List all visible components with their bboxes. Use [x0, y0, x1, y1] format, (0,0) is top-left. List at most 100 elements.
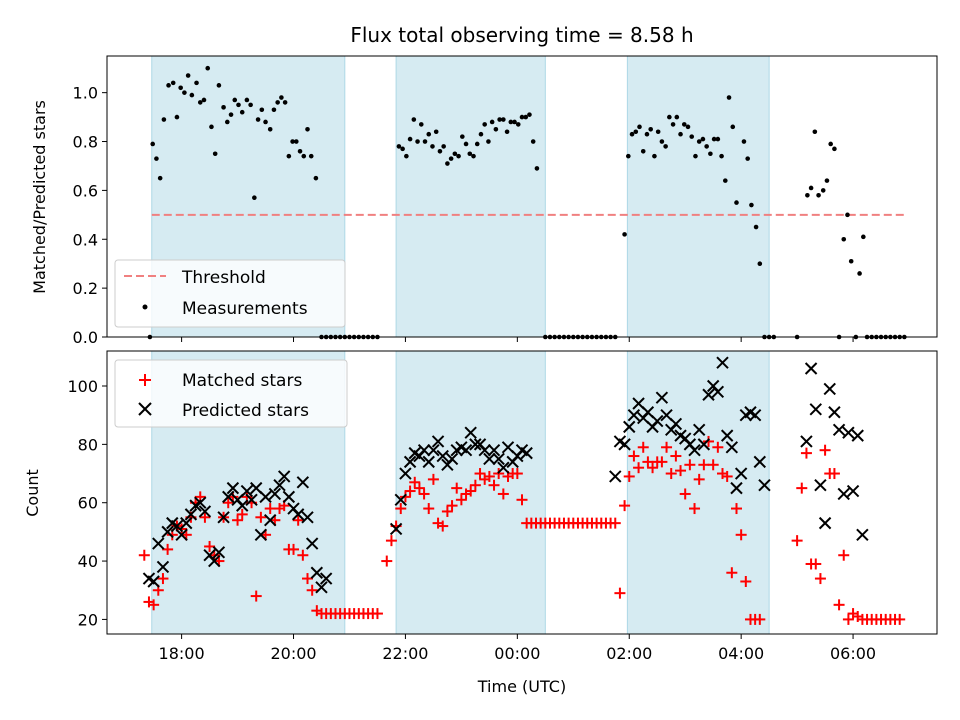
measurement-point: [279, 95, 284, 100]
measurement-point: [418, 122, 424, 127]
x-tick-label: 02:00: [606, 644, 652, 663]
x-axis-label: Time (UTC): [477, 677, 566, 696]
matched-point: [488, 479, 500, 491]
measurement-point: [286, 153, 292, 159]
matched-point: [306, 584, 318, 596]
predicted-point: [301, 511, 314, 524]
predicted-point: [263, 514, 277, 527]
measurement-point: [723, 178, 728, 183]
measurement-point: [519, 114, 525, 120]
measurement-point: [629, 131, 635, 137]
measurement-point: [471, 153, 476, 159]
chart-title: Flux total observing time = 8.58 h: [350, 23, 693, 47]
matched-point: [647, 462, 659, 474]
measurement-point: [708, 151, 713, 157]
measurement-point: [648, 127, 653, 132]
measurement-point: [489, 119, 495, 125]
measurement-point: [255, 117, 261, 122]
measurement-point: [430, 144, 435, 149]
matched-point: [236, 508, 248, 520]
predicted-point: [254, 528, 268, 542]
matched-point: [698, 459, 710, 471]
measurement-point: [848, 258, 854, 264]
predicted-point: [226, 481, 240, 495]
predicted-point: [310, 566, 324, 579]
bottom-x-ticks: 18:00 20:00 22:00 00:00 02:00 04:00 06:00: [159, 634, 876, 663]
measurement-point: [527, 112, 532, 117]
top-legend-box: [114, 259, 346, 328]
measurement-point: [504, 129, 510, 135]
predicted-point: [464, 426, 477, 439]
shaded-interval-3: [626, 55, 770, 338]
predicted-point: [403, 455, 417, 469]
matched-point: [451, 482, 463, 494]
measurement-point: [275, 100, 280, 105]
matched-point: [726, 567, 738, 579]
matched-legend-swatch: [139, 374, 151, 386]
measurement-point: [805, 192, 810, 198]
matched-point: [633, 462, 645, 474]
measurement-point: [154, 156, 159, 161]
measurement-point: [157, 175, 163, 181]
measurement-point: [663, 144, 668, 149]
measurement-point: [174, 114, 180, 120]
predicted-point: [469, 438, 482, 451]
predicted-point: [389, 522, 403, 536]
measurement-point: [441, 144, 446, 149]
predicted-point: [245, 493, 258, 507]
matched-point: [302, 573, 314, 585]
measurement-point: [493, 127, 499, 132]
matched-point: [842, 613, 854, 625]
measurement-point: [667, 114, 672, 120]
measurement-point: [700, 136, 706, 142]
predicted-point: [198, 505, 212, 518]
predicted-point: [823, 382, 836, 396]
matched-point: [292, 514, 304, 526]
measurement-point: [239, 109, 245, 115]
measurement-point: [861, 234, 866, 240]
matched-point: [511, 468, 523, 480]
predicted-point: [725, 441, 739, 454]
measurement-point: [411, 117, 417, 122]
predicted-point: [431, 435, 445, 448]
matched-point: [469, 479, 481, 491]
matched-point: [730, 503, 742, 515]
measurement-point: [297, 148, 303, 154]
measurement-point: [622, 232, 627, 237]
predicted-point: [856, 528, 869, 542]
predicted-point: [268, 487, 282, 501]
x-tick-label: 00:00: [494, 644, 540, 663]
matched-point: [642, 456, 654, 468]
matched-point: [637, 441, 649, 453]
matched-point: [138, 549, 150, 561]
matched-point: [819, 444, 831, 456]
y-tick-label: 0.2: [73, 279, 98, 298]
top-x-ticks: [181, 337, 854, 342]
matched-point: [707, 459, 719, 471]
measurement-point: [460, 134, 465, 139]
matched-point: [740, 575, 752, 587]
measurement-point: [290, 139, 295, 144]
predicted-point: [315, 581, 328, 594]
predicted-point: [240, 484, 254, 498]
predicted-point: [305, 537, 319, 550]
predicted-point: [175, 528, 188, 542]
measurement-point: [259, 107, 265, 113]
matched-point: [754, 613, 766, 625]
predicted-point: [627, 408, 641, 422]
x-tick-label: 06:00: [830, 644, 876, 663]
measurement-point: [448, 156, 454, 161]
top-y-ticks: 0.0 0.2 0.4 0.6 0.8 1.0: [73, 84, 107, 347]
predicted-point: [277, 470, 291, 483]
measurement-point: [282, 100, 288, 105]
measurement-point: [271, 107, 277, 113]
shaded-interval-3: [626, 350, 770, 635]
measurement-point: [209, 124, 214, 130]
predicted-point: [422, 455, 435, 469]
predicted-point: [273, 478, 286, 492]
measurement-point: [719, 153, 724, 159]
measurement-point: [845, 212, 850, 218]
y-tick-label: 0.6: [73, 181, 98, 200]
predicted-point: [194, 496, 207, 509]
